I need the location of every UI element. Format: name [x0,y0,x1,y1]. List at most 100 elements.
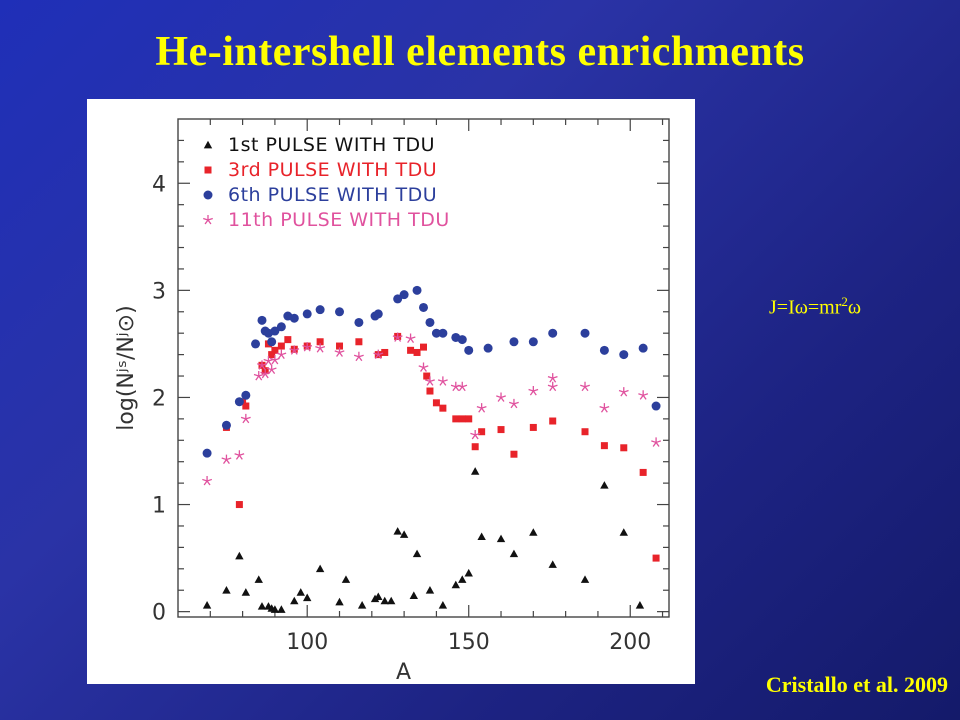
triangle-point [451,580,461,589]
circle-point [438,328,448,338]
square-point [413,348,421,356]
star-point [437,376,448,386]
circle-point [257,315,267,325]
legend-label: 11th PULSE WITH TDU [228,209,450,231]
circle-point [393,294,403,304]
star-point [315,343,326,353]
star-point [221,454,232,464]
square-point [439,404,447,412]
circle-point [202,448,212,458]
square-point [529,423,537,431]
circle-point [399,290,409,300]
square-point [277,342,285,350]
circle-point [464,345,474,355]
circle-point [302,309,312,319]
square-point [432,399,440,407]
triangle-point [470,467,480,475]
triangle-point [222,586,231,594]
circle-point [354,317,364,327]
square-point [316,338,324,346]
star-point [269,354,280,365]
series-square [222,332,660,562]
triangle-point [374,592,383,601]
square-point [235,501,243,509]
triangle-point [296,588,305,596]
star-point [276,349,287,360]
circle-point [270,326,280,336]
circle-point [335,307,345,317]
legend-marker [203,215,213,225]
square-point [426,387,434,395]
star-point [289,345,300,355]
triangle-point [409,591,419,599]
square-point [420,343,427,351]
y-tick-label: 1 [152,494,166,519]
circle-point [509,337,519,347]
triangle-point [399,530,409,538]
circle-point [234,397,244,407]
triangle-point [393,527,402,535]
star-point [302,342,313,352]
star-point [651,437,662,447]
star-point [418,362,429,372]
legend-label: 6th PULSE WITH TDU [228,184,437,206]
x-axis-label: A [396,660,411,684]
circle-point [638,343,648,353]
triangle-point [357,601,367,609]
square-point [497,426,505,434]
y-axis-label: log(Nʲˢ/Nʲ⊙) [114,305,139,430]
circle-point [241,390,251,400]
square-point [600,442,608,450]
citation: Cristallo et al. 2009 [765,672,948,697]
circle-point [528,337,538,347]
triangle-point [600,481,609,489]
x-tick-label: 200 [609,630,651,655]
circle-point [483,343,493,353]
square-point [423,372,431,380]
square-point [407,346,415,354]
star-point [373,349,384,360]
square-point [465,415,473,423]
circle-point [289,313,299,323]
star-point [425,376,435,386]
square-point [381,348,389,356]
y-tick-label: 3 [152,279,166,304]
star-point [392,332,403,342]
square-point [478,428,486,436]
circle-point [267,337,277,347]
square-point [581,428,589,436]
formula-exponent: 2 [841,294,848,309]
star-point [263,356,274,366]
circle-point [651,401,661,411]
square-point [268,351,276,359]
legend-marker [203,140,213,149]
x-tick-label: 100 [286,630,328,655]
star-point [353,351,364,362]
triangle-point [464,568,473,577]
circle-point [251,339,261,349]
circle-point [580,328,590,338]
triangle-point [496,534,506,543]
y-tick-label: 4 [152,172,166,197]
circle-point [425,317,435,327]
square-point [271,346,279,354]
star-point [638,390,649,400]
triangle-point [425,586,435,594]
star-point [476,403,487,413]
circle-point [419,302,428,312]
star-point [234,450,245,460]
square-point [471,443,479,451]
legend-label: 1st PULSE WITH TDU [228,134,435,156]
star-point [528,386,539,396]
triangle-point [548,560,557,568]
triangle-point [509,549,519,558]
triangle-point [341,575,351,583]
circle-point [431,328,441,338]
star-point [240,413,251,424]
triangle-point [386,596,396,605]
square-point [284,336,292,344]
triangle-point [619,528,628,536]
triangle-point [270,605,280,613]
triangle-point [241,588,251,596]
legend-label: 3rd PULSE WITH TDU [228,159,437,181]
